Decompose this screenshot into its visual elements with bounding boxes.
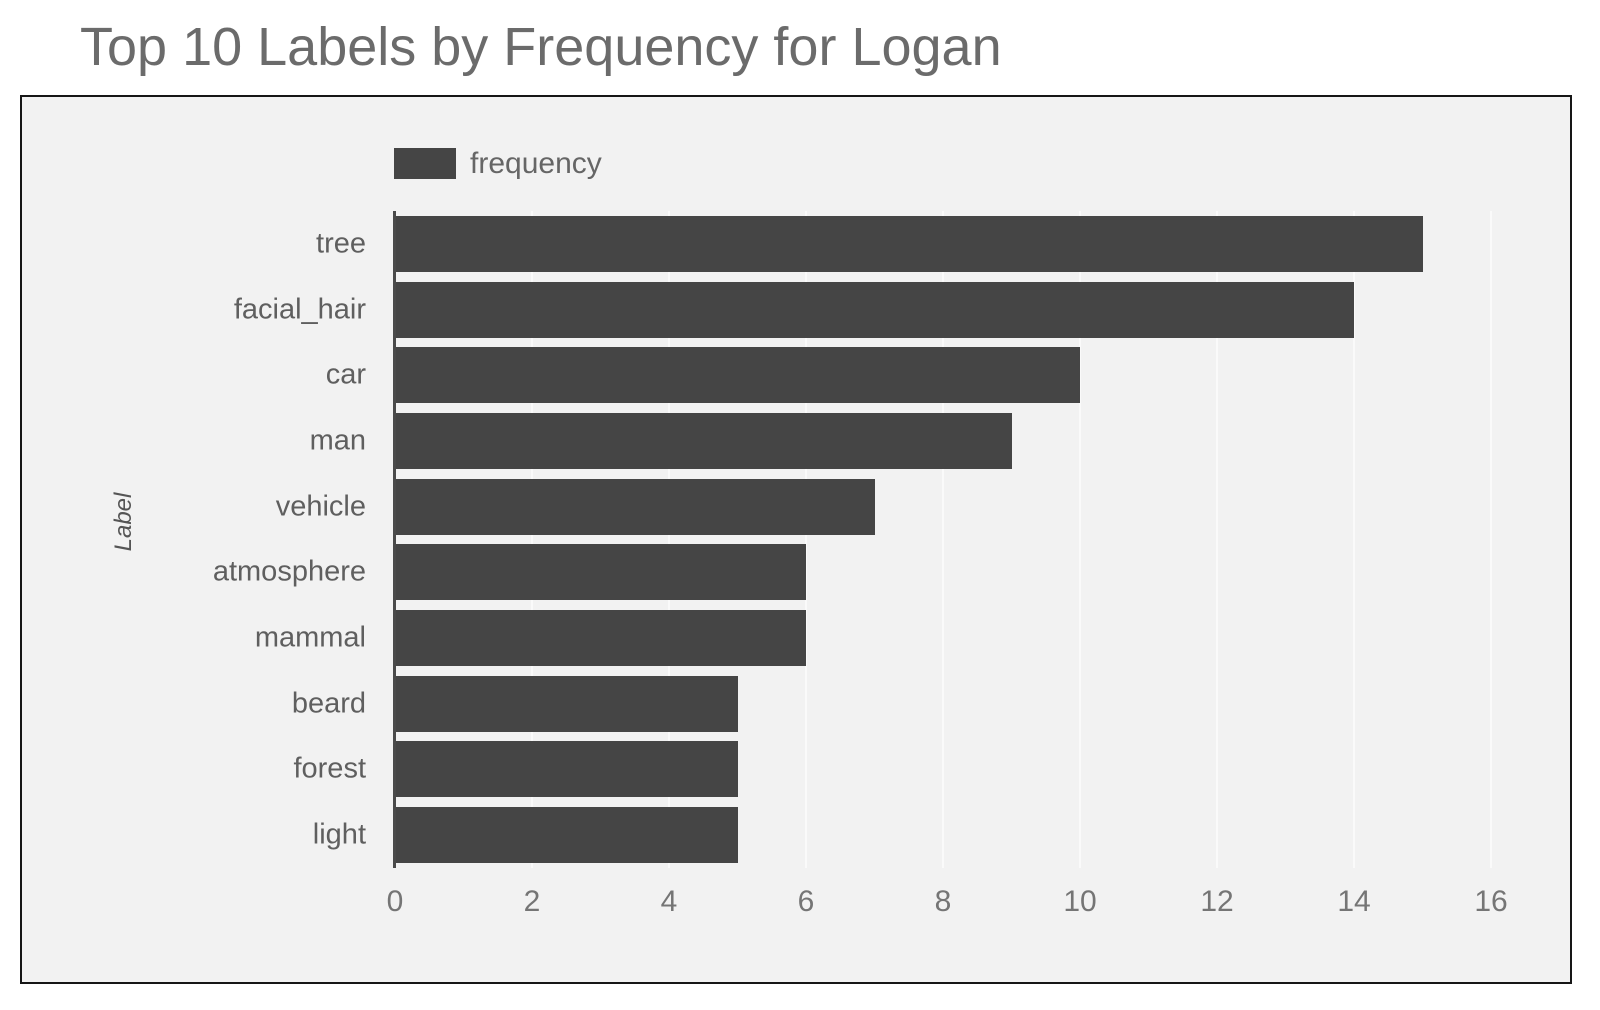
x-tick-label-12: 12: [1200, 885, 1234, 918]
bar-car[interactable]: [395, 347, 1080, 404]
bar-forest[interactable]: [395, 741, 738, 798]
legend-label-frequency: frequency: [470, 146, 602, 180]
gridline: [805, 211, 807, 868]
bar-atmosphere[interactable]: [395, 544, 806, 601]
bar-row: forest: [293, 737, 1491, 803]
x-tick-label-2: 2: [523, 885, 541, 918]
bar-row: facial_hair: [234, 277, 1491, 343]
gridline: [1216, 211, 1218, 868]
bar-tree[interactable]: [395, 215, 1423, 272]
x-tick-label-0: 0: [386, 885, 404, 918]
gridline: [531, 211, 533, 868]
bar-man[interactable]: [395, 412, 1012, 469]
bar-row: light: [313, 802, 1491, 868]
bar-beard[interactable]: [395, 675, 738, 732]
x-tick-label-6: 6: [797, 885, 815, 918]
gridline: [1079, 211, 1081, 868]
category-label-forest: forest: [293, 752, 366, 785]
bar-row: car: [326, 342, 1491, 408]
gridline: [1353, 211, 1355, 868]
bar-row: beard: [292, 671, 1491, 737]
x-tick-label-16: 16: [1474, 885, 1508, 918]
x-axis-tick-labels: 0 2 4 6 8 10 12 14 16: [387, 885, 1508, 925]
gridline: [942, 211, 944, 868]
legend-swatch-frequency: [394, 148, 456, 179]
category-label-facial_hair: facial_hair: [233, 293, 366, 326]
gridline: [1490, 211, 1492, 868]
bar-vehicle[interactable]: [395, 478, 875, 535]
gridline: [668, 211, 670, 868]
bar-row: man: [310, 408, 1491, 474]
category-label-light: light: [312, 818, 366, 851]
category-label-beard: beard: [291, 687, 366, 720]
legend: frequency: [394, 146, 602, 180]
category-label-tree: tree: [316, 227, 366, 260]
bar-mammal[interactable]: [395, 610, 806, 667]
bar-row: tree: [316, 211, 1491, 277]
category-label-car: car: [325, 358, 366, 391]
bar-row: mammal: [255, 605, 1491, 671]
category-label-vehicle: vehicle: [275, 490, 366, 523]
bar-row: vehicle: [276, 474, 1491, 540]
bar-facial_hair[interactable]: [395, 281, 1354, 338]
bar-light[interactable]: [395, 807, 738, 864]
x-tick-label-10: 10: [1063, 885, 1097, 918]
bar-row: atmosphere: [213, 540, 1491, 606]
category-label-atmosphere: atmosphere: [212, 555, 366, 588]
category-label-mammal: mammal: [254, 621, 366, 654]
x-tick-label-8: 8: [934, 885, 952, 918]
y-axis-title: Label: [110, 492, 137, 552]
x-tick-label-4: 4: [660, 885, 678, 918]
chart-title: Top 10 Labels by Frequency for Logan: [80, 17, 1002, 77]
x-tick-label-14: 14: [1337, 885, 1371, 918]
category-label-man: man: [309, 424, 366, 457]
y-axis-line: [393, 211, 396, 868]
